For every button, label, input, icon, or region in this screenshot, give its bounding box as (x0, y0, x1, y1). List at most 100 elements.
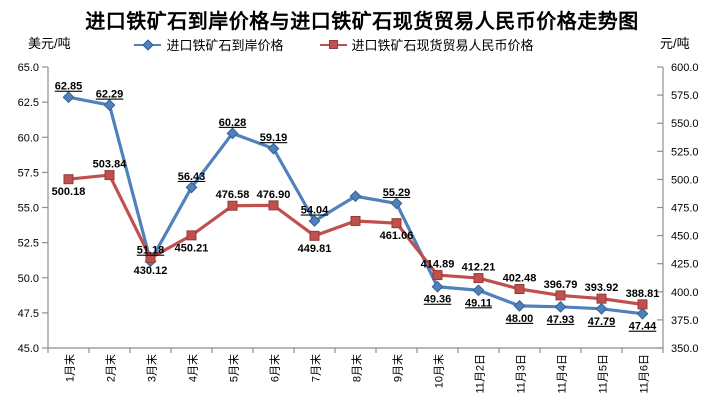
x-axis-label: 10月末 (432, 354, 446, 388)
data-label: 450.21 (175, 242, 209, 254)
data-point-marker (390, 197, 403, 210)
data-point-marker (62, 91, 75, 104)
y-tick-label-left: 57.5 (18, 167, 39, 179)
y-axis-right: 600.0 575.0 550.0 525.0 500.0 475.0 450.0 425.0… (657, 62, 699, 355)
y-tick-label-right: 550.0 (671, 118, 699, 130)
data-point-marker (267, 142, 280, 155)
legend: 进口铁矿石到岸价格 进口铁矿石现货贸易人民币价格 (0, 35, 696, 54)
x-axis-label: 8月末 (350, 354, 364, 382)
data-label: 48.00 (506, 313, 534, 325)
data-point-marker (432, 270, 443, 281)
y-tick-label-right: 600.0 (671, 62, 699, 74)
data-label: 55.29 (383, 187, 411, 199)
data-point-marker (473, 273, 484, 284)
data-label: 47.79 (588, 316, 616, 328)
data-label: 49.36 (424, 294, 452, 306)
data-label: 62.29 (96, 89, 124, 101)
x-axis-label: 1月末 (63, 354, 77, 382)
y-tick-label-left: 50.0 (18, 273, 39, 285)
data-label: 393.92 (585, 282, 619, 294)
x-axis-label: 11月6日 (639, 354, 651, 394)
data-label: 47.93 (547, 314, 575, 326)
y-tick-label-left: 45.0 (18, 343, 39, 355)
data-point-marker (308, 215, 321, 227)
data-point-marker (636, 307, 649, 320)
line-diamond-marker-icon (134, 38, 162, 51)
data-label: 47.44 (629, 321, 657, 333)
data-point-marker (595, 302, 608, 315)
y-tick-label-right: 375.0 (671, 315, 699, 327)
x-axis-label: 11月5日 (598, 354, 610, 394)
series-labels-rmb: 500.18 503.84 430.12 450.21 476.58 476.90 449.… (52, 159, 660, 300)
data-point-marker (186, 230, 197, 241)
y-axis-left: 65.0 62.5 60.0 57.5 55.0 52.5 50.0 47.5 45.0 (18, 62, 49, 355)
x-axis-label: 11月2日 (475, 354, 487, 394)
data-label: 476.90 (257, 189, 291, 201)
data-point-marker (227, 200, 238, 211)
data-point-marker (472, 284, 485, 297)
y-tick-label-right: 450.0 (671, 231, 699, 243)
x-axis-label: 4月末 (186, 354, 200, 382)
data-label: 60.28 (219, 117, 247, 129)
y-tick-label-left: 52.5 (18, 238, 39, 250)
data-label: 62.85 (55, 81, 83, 93)
legend-item-rmb-spot-price: 进口铁矿石现货贸易人民币价格 (319, 35, 534, 54)
data-point-marker (637, 299, 648, 310)
x-axis-label: 6月末 (268, 354, 282, 382)
right-axis-unit-label: 元/吨 (660, 36, 690, 51)
x-axis-label: 11月4日 (557, 354, 569, 394)
y-tick-label-right: 575.0 (671, 90, 699, 102)
data-label: 412.21 (462, 262, 496, 274)
y-tick-label-right: 425.0 (671, 259, 699, 271)
data-label: 503.84 (93, 159, 128, 171)
x-axis-label: 5月末 (227, 354, 241, 382)
y-tick-label-right: 475.0 (671, 203, 699, 215)
series-markers-rmb (63, 170, 648, 310)
data-point-marker (431, 280, 444, 293)
data-label: 54.04 (301, 204, 329, 216)
y-tick-label-left: 60.0 (18, 132, 39, 144)
data-point-marker (104, 170, 115, 181)
legend-label-rmb: 进口铁矿石现货贸易人民币价格 (351, 38, 534, 53)
data-point-marker (350, 215, 361, 226)
data-point-marker (391, 218, 402, 229)
data-point-marker (349, 190, 362, 203)
data-label: 500.18 (52, 186, 86, 198)
data-point-marker (555, 290, 566, 301)
data-label: 396.79 (544, 279, 578, 291)
x-axis-label: 11月3日 (516, 354, 528, 394)
y-tick-label-right: 500.0 (671, 174, 699, 186)
data-label: 476.58 (216, 189, 250, 201)
x-axis-label: 9月末 (391, 354, 405, 382)
left-axis-unit-label: 美元/吨 (28, 36, 71, 51)
data-point-marker (268, 200, 279, 211)
data-label: 461.06 (380, 230, 414, 242)
data-point-marker (185, 181, 198, 194)
data-label: 430.12 (134, 265, 168, 277)
data-label: 414.89 (421, 259, 455, 271)
data-point-marker (103, 99, 116, 111)
data-point-marker (513, 299, 526, 312)
y-tick-label-right: 525.0 (671, 146, 699, 158)
data-label: 388.81 (626, 288, 660, 300)
x-axis: 1月末 2月末 3月末 4月末 5月末 6月末 7月末 8月末 9月末 10月末 11月2日 11月3… (47, 347, 664, 394)
legend-label-cif: 进口铁矿石到岸价格 (166, 38, 284, 53)
legend-item-cif-price: 进口铁矿石到岸价格 (134, 35, 284, 54)
data-point-marker (226, 127, 239, 140)
data-point-marker (554, 300, 567, 313)
y-tick-label-left: 47.5 (18, 308, 39, 320)
data-point-marker (596, 293, 607, 304)
data-label: 449.81 (298, 243, 332, 255)
data-label: 59.19 (260, 132, 288, 144)
x-axis-label: 3月末 (145, 354, 159, 382)
y-tick-label-left: 55.0 (18, 203, 39, 215)
data-point-marker (145, 252, 156, 263)
x-axis-label: 7月末 (309, 354, 323, 382)
data-point-marker (514, 284, 525, 295)
data-label: 402.48 (503, 273, 537, 285)
x-axis-label: 2月末 (104, 354, 118, 382)
data-label: 49.11 (465, 297, 492, 309)
line-square-marker-icon (319, 39, 347, 50)
